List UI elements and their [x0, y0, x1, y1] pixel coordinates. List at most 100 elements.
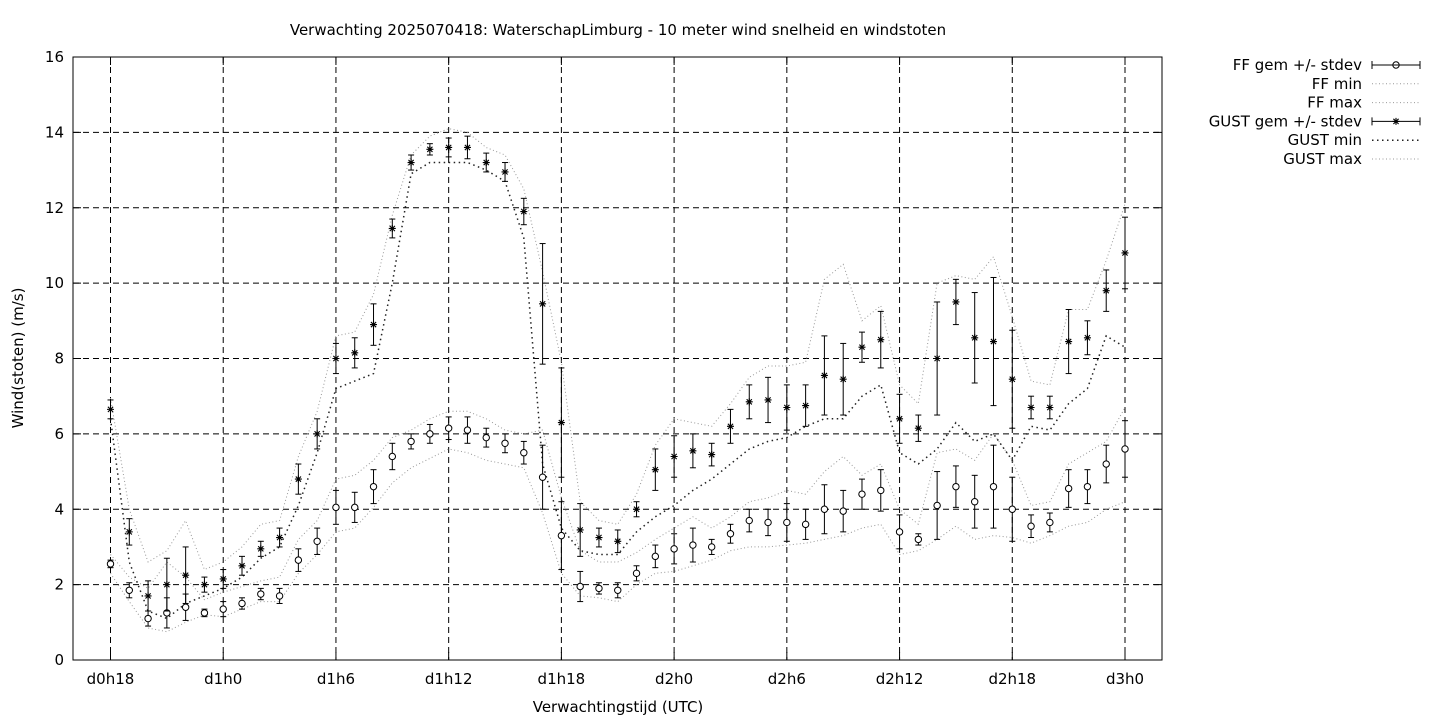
ff-gem-point: [557, 531, 566, 540]
axis-ticks: 0 2 4 6 8 10 12 14 16 d0h18 d1h0 d1h6 d1h12 d1h18 d2h0…: [45, 48, 1162, 688]
ff-gem-point: [463, 426, 472, 434]
ff-gem-point: [670, 545, 678, 553]
gust-gem-point: [689, 447, 697, 455]
gust-gem-point: [651, 466, 659, 474]
ff-gem-point: [989, 482, 998, 491]
gust-min-line: [109, 161, 1126, 620]
ff-gem-point: [181, 603, 190, 611]
gust-gem-point: [933, 355, 941, 362]
ff-gem-point: [707, 543, 716, 551]
ff-gem-point: [820, 505, 829, 513]
y-tick-label: 14: [45, 123, 64, 141]
ff-gem-point: [444, 424, 453, 432]
gust-gem-point: [989, 338, 997, 346]
gust-gem-point: [1027, 403, 1035, 411]
ff-gem-point: [895, 528, 904, 536]
ff-gem-point: [313, 537, 321, 545]
ff-gem-point: [914, 535, 923, 544]
ff-gem-point: [1083, 482, 1092, 491]
ff-gem-point: [332, 503, 340, 512]
ff-gem-point: [1064, 484, 1073, 493]
x-tick-label: d1h12: [425, 670, 473, 688]
y-axis-label: Wind(stoten) (m/s): [9, 288, 27, 429]
ff-gem-point: [632, 569, 641, 578]
gust-gem-point: [764, 396, 772, 404]
gust-gem-point: [539, 300, 547, 308]
x-tick-label: d3h0: [1106, 670, 1144, 688]
ff-gem-point: [1121, 445, 1129, 453]
gust-gem-point: [407, 159, 415, 167]
x-tick-label: d2h12: [876, 670, 924, 688]
gust-gem-point: [726, 422, 734, 430]
ff-gem-point: [651, 552, 660, 561]
ff-gem-point: [858, 490, 866, 498]
y-tick-label: 16: [45, 48, 64, 66]
x-tick-label: d2h18: [988, 670, 1036, 688]
ff-gem-point: [1046, 518, 1054, 527]
ff-gem-point: [971, 498, 979, 506]
gust-gem-point: [426, 145, 434, 153]
ff-gem-point: [106, 560, 115, 568]
x-tick-label: d1h18: [538, 670, 586, 688]
data-series: [106, 61, 1400, 629]
gust-gem-point: [332, 355, 340, 362]
ff-gem-point: [501, 439, 509, 447]
x-tick-label: d1h0: [204, 670, 242, 688]
ff-gem-point: [351, 503, 359, 512]
ff-gem-point: [144, 614, 152, 623]
x-tick-label: d2h0: [655, 670, 693, 688]
legend-label: FF max: [1307, 94, 1362, 112]
ff-gem-point: [689, 541, 697, 549]
gust-gem-point: [200, 581, 208, 589]
gust-max-line: [110, 128, 1126, 571]
ff-gem-point: [801, 520, 810, 529]
gust-gem-point: [370, 321, 378, 329]
ff-gem-point: [538, 473, 547, 481]
ff-gem-point: [1102, 460, 1110, 468]
gust-gem-point: [670, 452, 678, 460]
gust-gem-point: [557, 419, 565, 427]
gust-gem-point: [952, 298, 960, 306]
y-tick-label: 8: [54, 350, 64, 368]
gust-gem-point: [614, 537, 622, 545]
gust-gem-point: [294, 475, 302, 483]
y-tick-label: 10: [45, 274, 64, 292]
gust-gem-point: [708, 451, 716, 459]
gust-gem-point: [388, 224, 396, 232]
ff-gem-point: [1027, 522, 1035, 530]
ff-gem-point: [407, 437, 415, 446]
ff-gem-point: [764, 518, 772, 527]
gust-gem-point: [107, 405, 114, 413]
ff-gem-point: [200, 609, 209, 617]
gust-gem-point: [858, 343, 866, 351]
gust-gem-point: [482, 159, 490, 167]
ff-gem-point: [726, 530, 735, 538]
ff-gem-point: [745, 516, 753, 525]
gust-gem-point: [745, 398, 753, 406]
gust-gem-point: [182, 571, 190, 579]
ff-gem-point: [1008, 505, 1016, 513]
gust-gem-point: [914, 424, 922, 432]
ff-gem-point: [520, 449, 528, 457]
legend-label: GUST gem +/- stdev: [1209, 112, 1362, 130]
ff-gem-point: [877, 486, 885, 495]
legend-label: GUST max: [1283, 150, 1362, 168]
ff-gem-point: [952, 482, 960, 491]
gust-gem-point: [633, 505, 641, 513]
y-tick-label: 12: [45, 199, 64, 217]
gust-gem-point: [351, 349, 359, 357]
x-axis-label: Verwachtingstijd (UTC): [533, 698, 704, 716]
gust-gem-point: [877, 336, 885, 344]
x-tick-label: d0h18: [87, 670, 135, 688]
ff-gem-point: [294, 556, 303, 564]
gust-gem-point: [783, 403, 791, 411]
gust-gem-point: [576, 526, 584, 534]
gust-gem-point: [1065, 338, 1073, 346]
gust-gem-point: [257, 545, 265, 553]
gust-gem-point: [144, 592, 152, 600]
gust-gem-point: [501, 168, 509, 176]
y-tick-label: 0: [54, 651, 64, 669]
grid-lines: [73, 57, 1162, 660]
